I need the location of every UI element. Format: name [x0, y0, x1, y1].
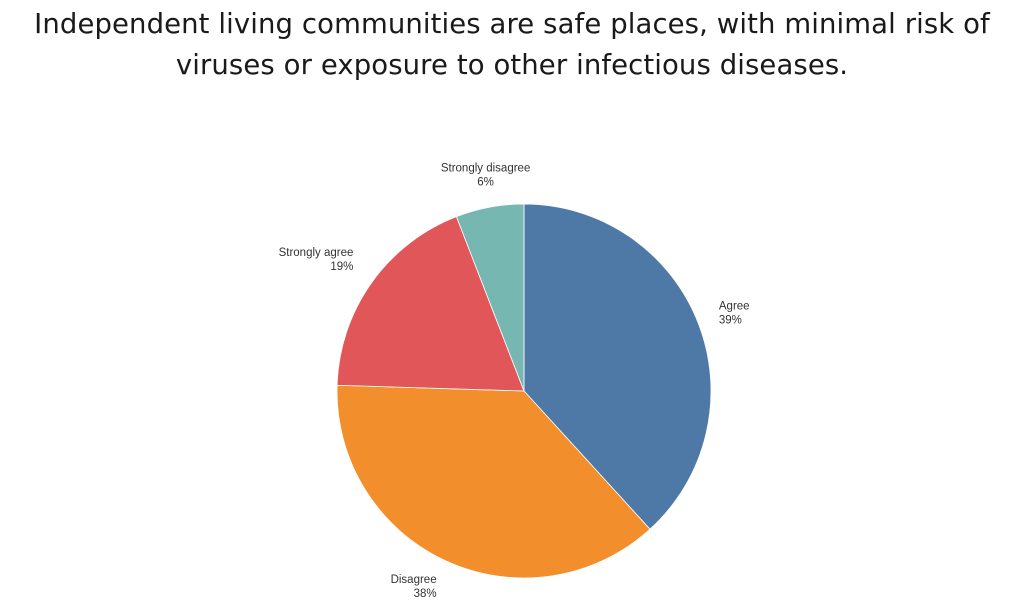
pie-slice-strongly-disagree [455, 203, 525, 392]
chart-title-line-1: Independent living communities are safe … [34, 8, 990, 40]
slice-value-label-agree: 39% [719, 315, 742, 327]
pie-slice-agree [523, 203, 712, 530]
slice-value-label-strongly-agree: 19% [330, 261, 353, 273]
slice-label-agree: Agree [719, 301, 750, 313]
chart-title: Independent living communities are safe … [0, 4, 1024, 86]
slice-value-label-strongly-disagree: 6% [477, 177, 494, 189]
slice-label-disagree: Disagree [391, 574, 437, 586]
slice-label-strongly-agree: Strongly agree [279, 247, 354, 259]
slice-value-label-disagree: 38% [414, 588, 437, 600]
pie-slice-disagree [336, 384, 651, 579]
chart-title-line-2: viruses or exposure to other infectious … [175, 49, 849, 81]
pie-slice-strongly-agree [336, 216, 525, 392]
slice-label-strongly-disagree: Strongly disagree [441, 163, 531, 175]
